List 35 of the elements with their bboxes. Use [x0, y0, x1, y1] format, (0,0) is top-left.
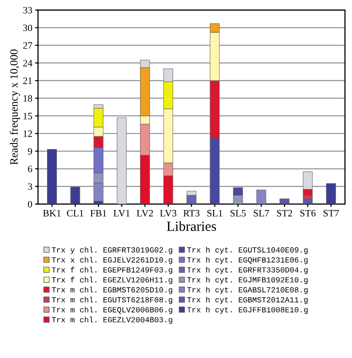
y-tick-label: 30 — [23, 24, 32, 32]
y-tick-label: 24 — [23, 60, 32, 66]
y-tick-label: 15 — [24, 112, 32, 120]
x-tick-label: SL7 — [254, 210, 270, 216]
bar — [70, 186, 80, 204]
y-tick-label: 3 — [28, 183, 32, 190]
x-tick-label: ST6 — [300, 210, 316, 216]
x-axis-title: Libraries — [166, 221, 216, 231]
x-tick-label: ST7 — [324, 210, 339, 216]
y-axis-title: Reads frequency x 10,000 — [10, 49, 20, 165]
bar — [280, 198, 290, 204]
bar — [47, 149, 57, 204]
y-tick-label: 27 — [23, 42, 32, 49]
bar — [256, 190, 266, 204]
x-tick-label: SL1 — [207, 210, 222, 216]
y-tick-label: 0 — [28, 200, 32, 208]
x-tick-label: SL5 — [230, 210, 246, 216]
y-tick-label: 33 — [23, 6, 32, 14]
y-tick-label: 18 — [24, 95, 32, 102]
x-tick-label: BK1 — [43, 210, 61, 216]
bar — [326, 183, 336, 204]
x-tick-label: LV2 — [136, 210, 153, 217]
x-tick-label: ST2 — [277, 210, 292, 216]
x-tick-label: LV1 — [114, 210, 130, 217]
y-tick-label: 9 — [28, 148, 32, 155]
y-tick-label: 12 — [24, 130, 32, 137]
y-tick-label: 6 — [28, 166, 32, 172]
x-tick-label: FB1 — [90, 210, 106, 216]
bar — [186, 195, 196, 204]
x-tick-label: CL1 — [66, 210, 84, 216]
y-tick-label: 21 — [23, 78, 32, 84]
bar — [116, 117, 127, 204]
x-tick-label: LV3 — [160, 210, 176, 217]
x-tick-label: RT3 — [183, 210, 200, 216]
bar — [302, 199, 313, 204]
